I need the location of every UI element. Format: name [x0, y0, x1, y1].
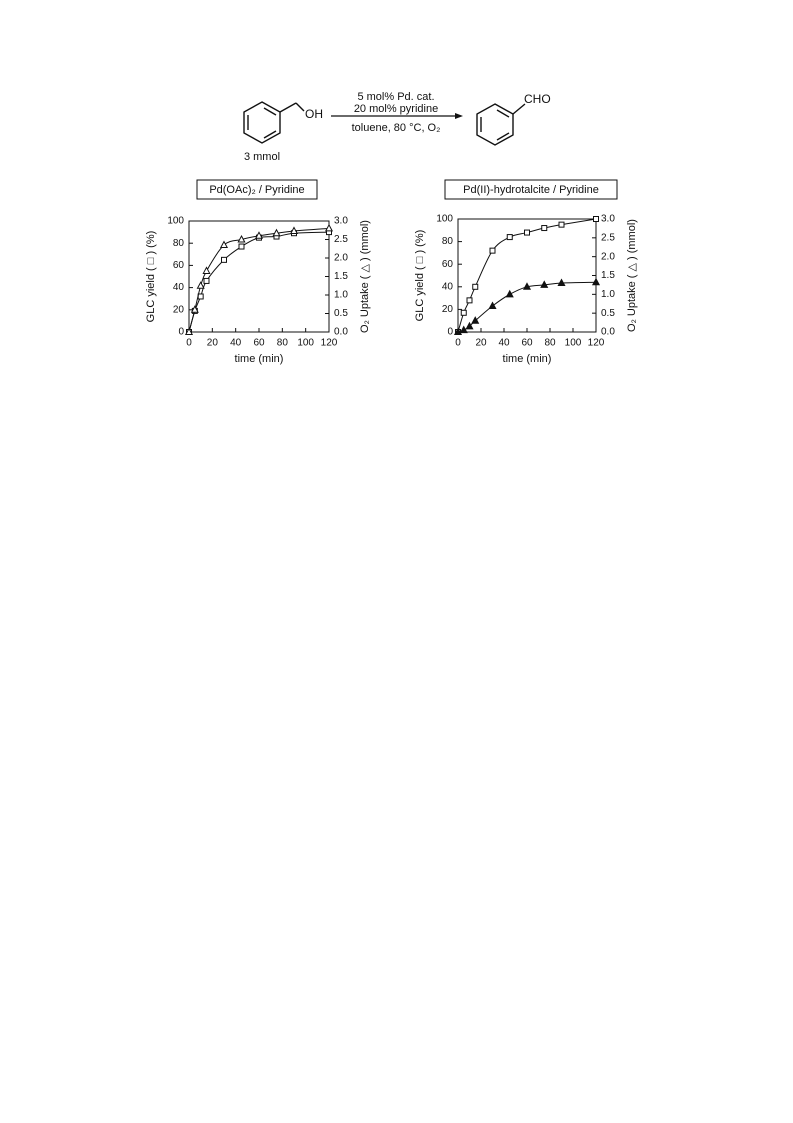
plot-frame	[457, 218, 597, 333]
y2-tick-label: 1.5	[601, 270, 615, 281]
y2-tick-label: 0.5	[334, 308, 348, 319]
y-tick-label: 60	[173, 260, 185, 271]
data-point	[471, 316, 480, 324]
x-tick-label: 40	[230, 338, 242, 349]
data-point	[557, 278, 566, 287]
data-point	[324, 223, 334, 232]
data-point	[540, 280, 549, 288]
y2-axis-label: O₂ Uptake ( △ ) (mmol)	[626, 219, 638, 332]
data-point	[254, 231, 264, 239]
y-tick-label: 100	[167, 216, 184, 227]
y-tick-label: 40	[173, 282, 185, 293]
data-point	[506, 234, 513, 241]
data-point	[558, 221, 565, 228]
y2-tick-label: 0.5	[601, 308, 615, 319]
y2-tick-label: 2.5	[334, 234, 348, 245]
data-point	[593, 216, 599, 222]
title-box	[444, 179, 618, 200]
y-axis-label: GLC yield ( □ ) (%)	[414, 230, 426, 322]
data-point	[453, 327, 463, 335]
chart-title: Pd(OAc)₂ / Pyridine	[209, 184, 304, 196]
y-tick-label: 80	[173, 238, 185, 249]
benzene-ring	[243, 101, 305, 144]
y-tick-label: 20	[173, 304, 185, 315]
y2-tick-label: 0.0	[601, 327, 615, 338]
y-tick-label: 100	[436, 214, 453, 225]
x-tick-label: 0	[186, 338, 192, 349]
x-tick-label: 40	[498, 338, 510, 349]
x-tick-label: 0	[455, 338, 461, 349]
y2-tick-label: 1.0	[334, 290, 348, 301]
data-point	[489, 247, 496, 254]
data-point	[190, 305, 199, 313]
condition: 5 mol% Pd. cat.	[357, 91, 434, 103]
data-point	[238, 243, 245, 250]
x-tick-label: 100	[297, 338, 314, 349]
x-tick-label: 100	[565, 338, 582, 349]
x-tick-label: 20	[207, 338, 219, 349]
data-point	[203, 277, 210, 284]
y-tick-label: 20	[442, 304, 454, 315]
series-line	[188, 227, 330, 333]
data-point	[196, 281, 205, 289]
y2-tick-label: 3.0	[601, 214, 615, 225]
chart-title: Pd(II)-hydrotalcite / Pyridine	[463, 184, 599, 196]
data-point	[219, 240, 229, 249]
data-point	[505, 289, 514, 298]
data-point	[221, 256, 227, 263]
series-line	[188, 231, 330, 333]
data-point	[272, 228, 281, 237]
reaction-arrow	[331, 113, 463, 119]
product-group: CHO	[524, 92, 551, 106]
title-box	[196, 179, 318, 200]
y-axis-label: GLC yield ( □ ) (%)	[145, 231, 157, 323]
data-point	[466, 297, 473, 304]
x-tick-label: 120	[321, 338, 338, 349]
data-point	[465, 321, 474, 330]
y-tick-label: 0	[178, 327, 184, 338]
y2-tick-label: 1.0	[601, 289, 615, 300]
y2-tick-label: 2.0	[334, 253, 348, 264]
y2-axis-label: O₂ Uptake ( △ ) (mmol)	[359, 220, 371, 333]
x-tick-label: 60	[521, 338, 533, 349]
data-point	[237, 234, 246, 243]
y2-tick-label: 3.0	[334, 216, 348, 227]
condition: toluene, 80 °C, O₂	[352, 122, 441, 134]
reactant-amount: 3 mmol	[244, 151, 280, 163]
reactant-group: OH	[305, 107, 323, 121]
data-point	[202, 266, 211, 274]
data-point	[488, 301, 497, 310]
x-tick-label: 120	[588, 338, 605, 349]
data-point	[522, 282, 532, 290]
x-axis-label: time (min)	[235, 353, 284, 365]
y-tick-label: 60	[442, 259, 454, 270]
data-point	[524, 229, 530, 236]
y-tick-label: 40	[442, 281, 454, 292]
data-point	[460, 309, 467, 316]
x-tick-label: 80	[277, 338, 289, 349]
x-tick-label: 20	[475, 338, 487, 349]
data-point	[184, 327, 194, 335]
y2-tick-label: 2.5	[601, 232, 615, 243]
y-tick-label: 80	[442, 236, 454, 247]
x-axis-label: time (min)	[503, 353, 552, 365]
y2-tick-label: 2.0	[601, 251, 615, 262]
data-point	[591, 277, 601, 286]
x-tick-label: 60	[253, 338, 265, 349]
data-point	[197, 293, 204, 300]
data-point	[459, 325, 468, 334]
benzene-ring	[476, 103, 526, 146]
x-tick-label: 80	[544, 338, 556, 349]
condition: 20 mol% pyridine	[354, 103, 438, 115]
data-point	[289, 226, 299, 234]
y-tick-label: 0	[447, 327, 453, 338]
y2-tick-label: 1.5	[334, 271, 348, 282]
y2-tick-label: 0.0	[334, 327, 348, 338]
data-point	[541, 225, 548, 232]
series-line	[457, 218, 597, 333]
data-point	[472, 283, 479, 290]
